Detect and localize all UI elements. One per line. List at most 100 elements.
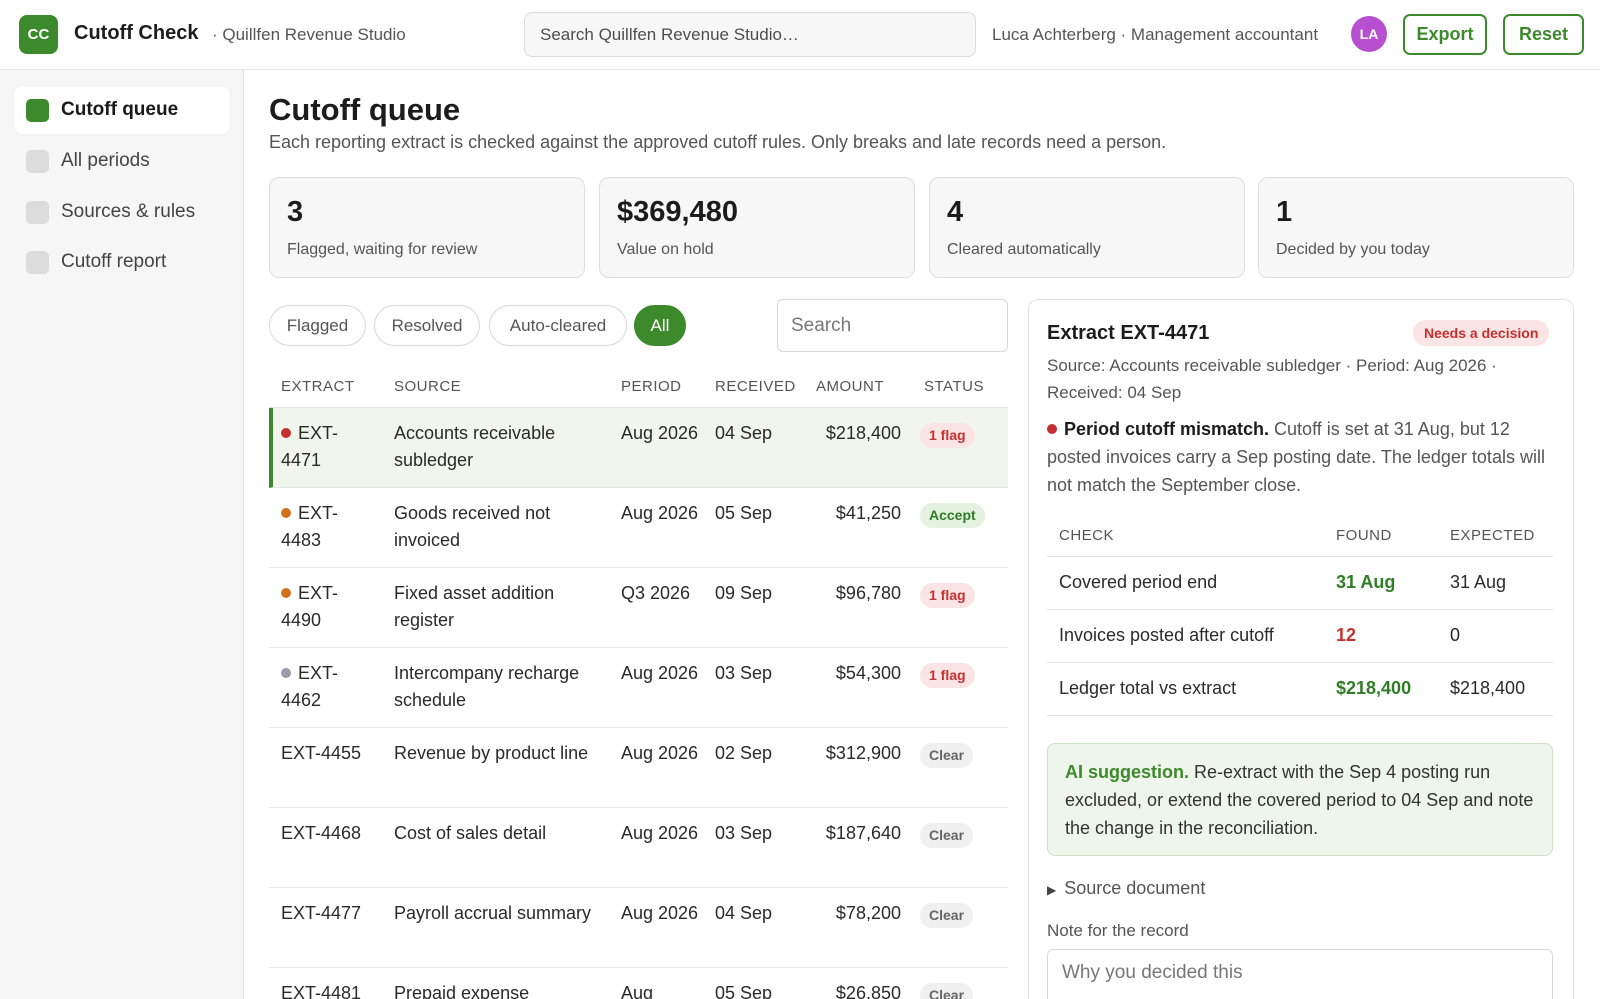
amount-cell: $26,850	[835, 983, 901, 999]
sidebar-item-cutoff-queue[interactable]: Cutoff queue	[14, 86, 230, 134]
status-badge: 1 flag	[920, 583, 975, 608]
page-title: Cutoff queue	[269, 92, 461, 127]
status-badge: 1 flag	[920, 423, 975, 448]
ai-suggestion-title: AI suggestion.	[1065, 762, 1190, 782]
period-cell: Aug 2026	[621, 823, 699, 843]
detail-meta: Source: Accounts receivable subledger · …	[1047, 356, 1497, 402]
sidebar-item-sources-rules[interactable]: Sources & rules	[14, 188, 230, 236]
period-cell: Aug	[621, 983, 654, 999]
period-cell: Aug 2026	[621, 903, 699, 923]
check-row: Covered period end 31 Aug 31 Aug	[1047, 557, 1553, 610]
nav-square-icon	[26, 98, 49, 122]
table-row[interactable]: EXT-4477 Payroll accrual summary Aug 202…	[269, 888, 1008, 968]
avatar[interactable]: LA	[1351, 16, 1387, 52]
kpi-label: Cleared automatically	[947, 241, 1101, 258]
column-header: EXTRACT	[281, 378, 355, 395]
amount-cell: $312,900	[825, 743, 901, 763]
sidebar: Cutoff queue All periods Sources & rules…	[0, 70, 244, 999]
table-row[interactable]: EXT- 4490 Fixed asset addition register Q…	[269, 568, 1008, 648]
status-cell: Accept	[920, 488, 1000, 528]
filter-pill-flagged[interactable]: Flagged	[269, 305, 366, 346]
table-row[interactable]: EXT-4481 Prepaid expense Aug 05 Sep $26,…	[269, 968, 1008, 999]
status-cell: 1 flag	[920, 408, 1000, 448]
received-cell: 03 Sep	[715, 663, 773, 683]
sidebar-item-cutoff-report[interactable]: Cutoff report	[14, 238, 230, 286]
status-cell: Clear	[920, 968, 1000, 999]
status-cell: Clear	[920, 888, 1000, 928]
source-cell: Cost of sales detail	[394, 823, 547, 843]
filter-pill-all[interactable]: All	[634, 305, 686, 346]
export-button[interactable]: Export	[1403, 14, 1487, 55]
source-cell: Payroll accrual summary	[394, 903, 592, 923]
extract-id: EXT- 4471	[281, 423, 339, 470]
kpi-label: Decided by you today	[1276, 241, 1430, 258]
sidebar-item-all-periods[interactable]: All periods	[14, 137, 230, 185]
note-label: Note for the record	[1047, 921, 1189, 940]
amount-cell: $78,200	[835, 903, 901, 923]
received-cell: 05 Sep	[715, 503, 773, 523]
table-row[interactable]: EXT-4455 Revenue by product line Aug 202…	[269, 728, 1008, 808]
sidebar-item-label: Sources & rules	[61, 201, 196, 222]
extract-id: EXT- 4490	[281, 583, 339, 630]
period-cell: Q3 2026	[621, 583, 691, 603]
period-cell: Aug 2026	[621, 503, 699, 523]
amount-cell: $54,300	[835, 663, 901, 683]
kpi-value: $369,480	[617, 196, 738, 228]
column-header: CHECK	[1059, 527, 1115, 544]
status-badge: 1 flag	[920, 663, 975, 688]
nav-square-icon	[26, 200, 49, 224]
check-expected: 31 Aug	[1450, 572, 1507, 592]
received-cell: 04 Sep	[715, 903, 773, 923]
source-document-toggle[interactable]: ▶ Source document	[1047, 878, 1205, 899]
sidebar-item-label: All periods	[61, 150, 150, 171]
status-cell: Clear	[920, 808, 1000, 848]
received-cell: 04 Sep	[715, 423, 773, 443]
column-header: AMOUNT	[816, 378, 884, 395]
check-row: Ledger total vs extract $218,400 $218,40…	[1047, 663, 1553, 716]
filter-pill-resolved[interactable]: Resolved	[374, 305, 480, 346]
app-logo: CC	[19, 15, 58, 54]
workspace-name: · Quillfen Revenue Studio	[212, 25, 406, 44]
source-cell: Intercompany recharge schedule	[394, 663, 580, 710]
filter-pill-auto-cleared[interactable]: Auto-cleared	[489, 305, 627, 346]
sidebar-item-label: Cutoff queue	[61, 99, 179, 120]
reset-button[interactable]: Reset	[1503, 14, 1584, 55]
caret-right-icon: ▶	[1047, 883, 1057, 897]
extract-id: EXT-4455	[281, 743, 362, 763]
kpi-label: Flagged, waiting for review	[287, 241, 478, 258]
source-cell: Accounts receivable subledger	[394, 423, 556, 470]
global-search-input[interactable]	[524, 12, 976, 57]
page-description: Each reporting extract is checked agains…	[269, 132, 1167, 152]
app-name: Cutoff Check	[74, 22, 199, 44]
received-cell: 05 Sep	[715, 983, 773, 999]
table-row[interactable]: EXT- 4483 Goods received not invoiced Aug…	[269, 488, 1008, 568]
amount-cell: $218,400	[825, 423, 901, 443]
queue-table: EXTRACT SOURCE PERIOD RECEIVED AMOUNT ST…	[269, 366, 1008, 999]
kpi-card-cleared: 4 Cleared automatically	[929, 177, 1245, 278]
table-row[interactable]: EXT- 4462 Intercompany recharge schedule …	[269, 648, 1008, 728]
extract-id: EXT-4481	[281, 983, 362, 999]
period-cell: Aug 2026	[621, 423, 699, 443]
source-document-label: Source document	[1064, 878, 1206, 898]
issue-title: Period cutoff mismatch.	[1064, 419, 1270, 439]
check-name: Invoices posted after cutoff	[1059, 625, 1274, 645]
column-header: SOURCE	[394, 378, 462, 395]
status-dot-icon	[281, 588, 291, 598]
status-dot-icon	[281, 508, 291, 518]
extract-id: EXT-4477	[281, 903, 362, 923]
detail-title: Extract EXT-4471	[1047, 322, 1210, 344]
table-row[interactable]: EXT-4468 Cost of sales detail Aug 2026 0…	[269, 808, 1008, 888]
nav-square-icon	[26, 250, 49, 274]
table-row[interactable]: EXT- 4471 Accounts receivable subledger A…	[269, 408, 1008, 488]
note-input[interactable]	[1047, 949, 1553, 999]
amount-cell: $96,780	[835, 583, 901, 603]
extract-id: EXT- 4483	[281, 503, 339, 550]
column-header: RECEIVED	[715, 378, 796, 395]
kpi-card-decided: 1 Decided by you today	[1258, 177, 1574, 278]
table-search-input[interactable]	[777, 299, 1008, 352]
check-name: Ledger total vs extract	[1059, 678, 1237, 698]
status-badge: Clear	[920, 903, 974, 928]
checks-header: CHECK FOUND EXPECTED	[1047, 515, 1553, 557]
status-cell: Clear	[920, 728, 1000, 768]
kpi-label: Value on hold	[617, 241, 714, 258]
